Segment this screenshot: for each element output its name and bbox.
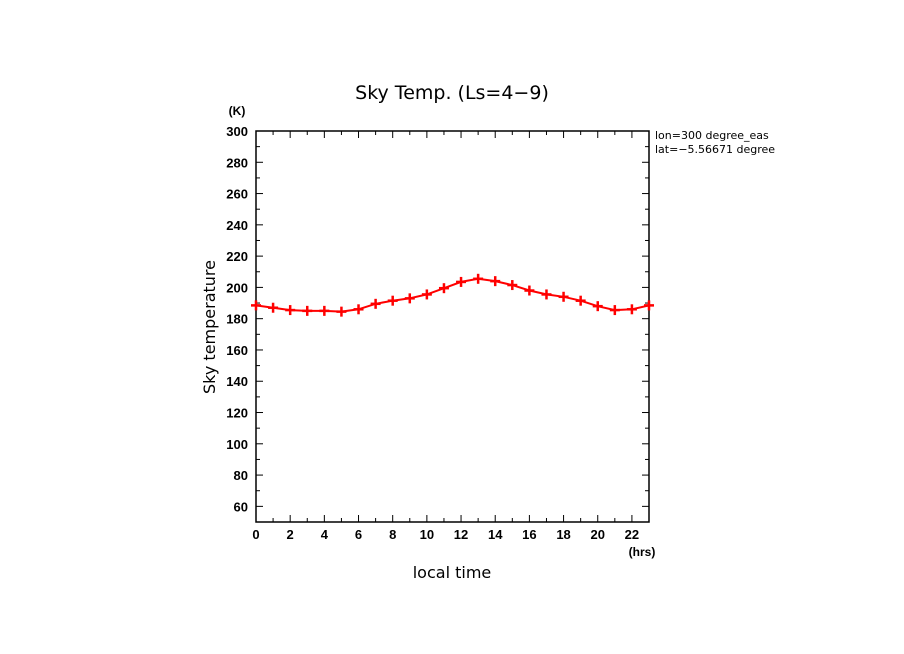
data-point-marker	[609, 305, 620, 316]
data-point-marker	[575, 295, 586, 306]
x-tick-label: 2	[287, 527, 294, 542]
y-axis-unit: (K)	[229, 104, 246, 118]
y-tick-label: 140	[226, 374, 248, 389]
y-tick-label: 100	[226, 437, 248, 452]
axis-ticks: 0 2 4 6 8 10 12 14 16 18 20 22 60 80 100 120 140 160 180 20…	[226, 124, 650, 542]
data-point-marker	[302, 305, 313, 316]
series-line	[255, 277, 650, 313]
x-tick-label: 6	[355, 527, 362, 542]
axes	[255, 130, 650, 523]
x-tick-label: 4	[321, 527, 329, 542]
data-point-marker	[644, 300, 654, 311]
x-tick-label: 18	[556, 527, 570, 542]
data-point-marker	[507, 280, 518, 291]
annotation-lat: lat=−5.56671 degree	[655, 143, 775, 156]
data-point-marker	[438, 283, 449, 294]
data-point-marker	[353, 304, 364, 315]
data-point-marker	[558, 291, 569, 302]
x-axis-unit: (hrs)	[629, 545, 656, 559]
y-tick-label: 240	[226, 218, 248, 233]
data-point-marker	[592, 301, 603, 312]
data-series	[251, 273, 654, 317]
x-tick-label: 12	[454, 527, 468, 542]
annotation-lon: lon=300 degree_eas	[655, 129, 769, 142]
data-point-marker	[421, 289, 432, 300]
data-point-marker	[626, 304, 637, 315]
data-point-marker	[524, 285, 535, 296]
y-tick-label: 80	[234, 468, 248, 483]
y-tick-label: 260	[226, 187, 248, 202]
x-tick-label: 0	[252, 527, 259, 542]
data-point-marker	[336, 306, 347, 317]
y-tick-label: 120	[226, 406, 248, 421]
data-point-marker	[268, 302, 279, 313]
chart-title: Sky Temp. (Ls=4−9)	[355, 82, 549, 104]
x-tick-label: 10	[420, 527, 434, 542]
y-tick-label: 220	[226, 249, 248, 264]
x-tick-label: 16	[522, 527, 536, 542]
data-point-marker	[387, 295, 398, 306]
y-tick-label: 180	[226, 312, 248, 327]
x-tick-label: 14	[488, 527, 503, 542]
y-tick-label: 300	[226, 124, 248, 139]
y-tick-label: 160	[226, 343, 248, 358]
data-point-marker	[541, 289, 552, 300]
data-point-marker	[473, 273, 484, 284]
data-point-marker	[490, 276, 501, 287]
plot-frame	[255, 130, 650, 523]
x-tick-label: 22	[625, 527, 639, 542]
x-tick-label: 20	[591, 527, 605, 542]
x-tick-label: 8	[389, 527, 396, 542]
y-tick-label: 200	[226, 280, 248, 295]
x-axis-label: local time	[413, 563, 492, 582]
data-point-marker	[285, 305, 296, 316]
data-point-marker	[456, 276, 467, 287]
data-point-marker	[251, 300, 261, 311]
y-axis-label: Sky temperature	[200, 260, 219, 394]
y-tick-label: 280	[226, 155, 248, 170]
data-point-marker	[370, 298, 381, 309]
data-point-marker	[319, 305, 330, 316]
y-tick-label: 60	[234, 499, 248, 514]
data-point-marker	[404, 293, 415, 304]
